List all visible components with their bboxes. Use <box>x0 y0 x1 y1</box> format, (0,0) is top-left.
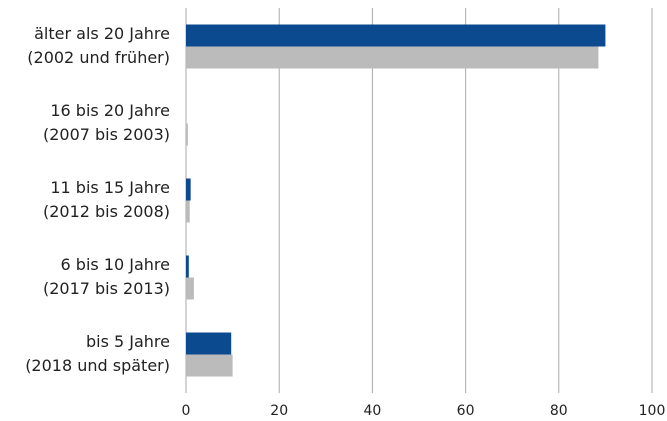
y-tick-label: 11 bis 15 Jahre <box>50 178 170 197</box>
x-tick-label: 80 <box>550 403 568 419</box>
bar <box>186 354 233 377</box>
y-tick-label: bis 5 Jahre <box>86 332 170 351</box>
y-tick-label: (2002 und früher) <box>27 48 170 67</box>
bar <box>186 255 189 278</box>
bar <box>186 123 188 146</box>
x-tick-label: 40 <box>363 403 381 419</box>
x-tick-label: 60 <box>457 403 475 419</box>
bar <box>186 200 190 223</box>
y-tick-label: (2012 bis 2008) <box>43 202 170 221</box>
bar <box>186 46 599 69</box>
y-tick-label: (2018 und später) <box>25 356 170 375</box>
y-tick-label: 6 bis 10 Jahre <box>61 255 170 274</box>
y-tick-label: (2007 bis 2003) <box>43 125 170 144</box>
y-tick-label: 16 bis 20 Jahre <box>50 101 170 120</box>
y-tick-label: (2017 bis 2013) <box>43 279 170 298</box>
bar <box>186 277 194 300</box>
bar <box>186 178 191 201</box>
y-tick-label: älter als 20 Jahre <box>34 24 170 43</box>
bar <box>186 332 232 355</box>
x-tick-label: 0 <box>182 403 191 419</box>
x-tick-label: 20 <box>270 403 288 419</box>
x-tick-label: 100 <box>639 403 666 419</box>
bar <box>186 24 606 47</box>
